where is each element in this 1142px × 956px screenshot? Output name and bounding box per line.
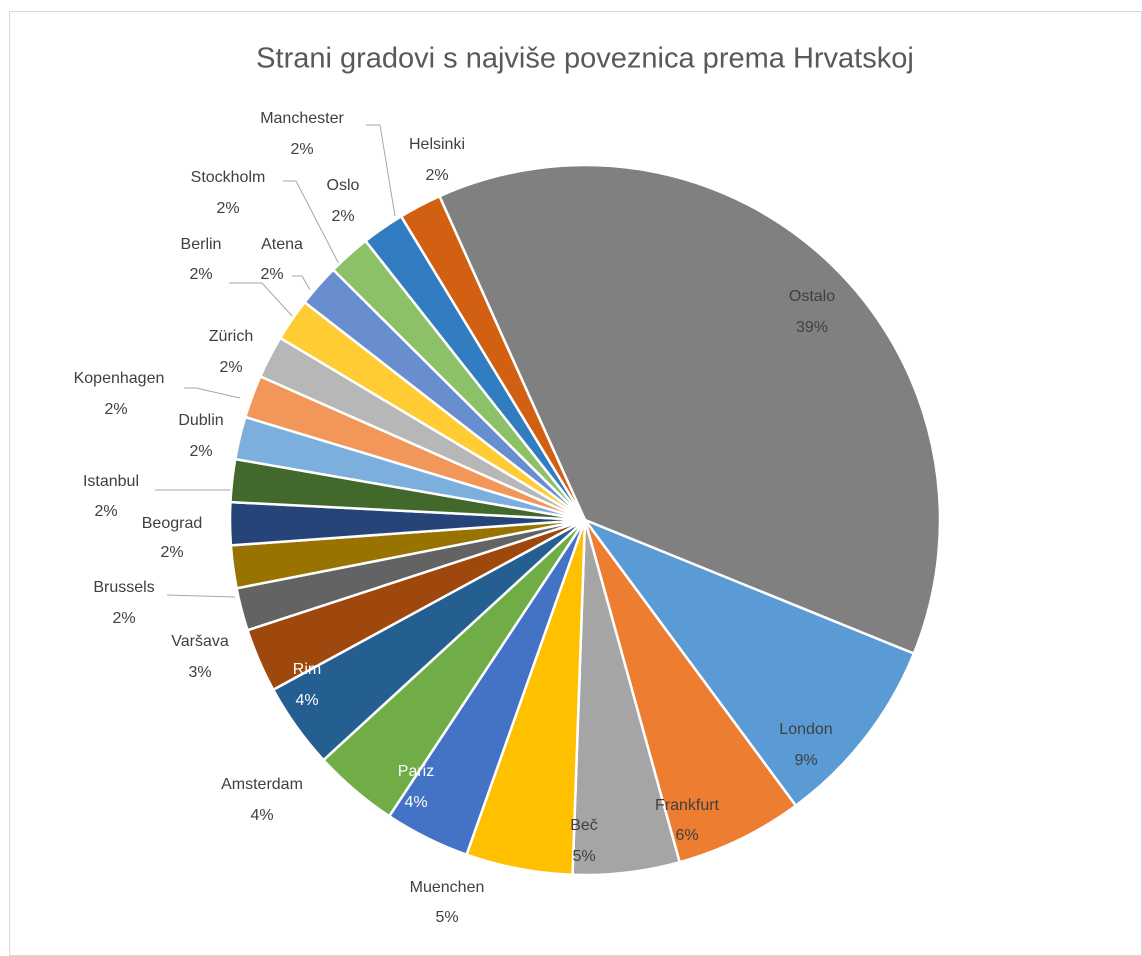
leader-line: [283, 180, 341, 267]
slice-label: Ostalo: [789, 288, 835, 305]
slice-label: Varšava: [171, 633, 229, 650]
slice-label: Kopenhagen: [74, 370, 165, 387]
slice-value-label: 2%: [260, 266, 283, 283]
slice-label: Beč: [570, 817, 598, 834]
slice-value-label: 2%: [219, 359, 242, 376]
slice-value-label: 4%: [250, 807, 273, 824]
slice-value-label: 4%: [295, 692, 318, 709]
slice-label: Berlin: [181, 236, 222, 253]
slice-label: Beograd: [142, 515, 203, 532]
slice-label: Atena: [261, 236, 303, 253]
slice-label: Brussels: [93, 579, 154, 596]
slice-label: Dublin: [178, 412, 223, 429]
slice-value-label: 2%: [112, 610, 135, 627]
slice-label: Amsterdam: [221, 776, 303, 793]
slice-value-label: 5%: [435, 909, 458, 926]
slice-value-label: 3%: [188, 664, 211, 681]
pie-slice: [437, 163, 942, 656]
slice-value-label: 4%: [404, 794, 427, 811]
pie-slice: [583, 519, 798, 864]
slice-value-label: 2%: [189, 443, 212, 460]
slice-label: Manchester: [260, 110, 344, 127]
slice-label: London: [779, 721, 832, 738]
leader-line: [366, 124, 396, 217]
pie-slice: [399, 194, 587, 521]
slice-label: Rim: [293, 661, 321, 678]
slice-value-label: 2%: [94, 503, 117, 520]
slice-value-label: 2%: [425, 167, 448, 184]
leader-line: [166, 594, 236, 598]
slice-value-label: 9%: [794, 752, 817, 769]
pie-slice: [581, 517, 916, 808]
slice-label: Helsinki: [409, 136, 465, 153]
chart-title: Strani gradovi s najviše poveznica prema…: [256, 43, 914, 75]
slice-label: Muenchen: [410, 879, 485, 896]
slice-label: Stockholm: [191, 169, 266, 186]
slice-label: Istanbul: [83, 473, 139, 490]
slice-value-label: 2%: [189, 266, 212, 283]
slice-value-label: 39%: [796, 319, 828, 336]
slice-value-label: 2%: [331, 208, 354, 225]
slice-value-label: 2%: [104, 401, 127, 418]
leader-line: [184, 387, 241, 399]
leader-line: [229, 282, 293, 317]
slice-value-label: 2%: [290, 141, 313, 158]
slice-value-label: 2%: [216, 200, 239, 217]
slice-label: Pariz: [398, 763, 434, 780]
slice-value-label: 2%: [160, 544, 183, 561]
slice-value-label: 5%: [572, 848, 595, 865]
leader-lines: [155, 124, 396, 598]
slice-label: Frankfurt: [655, 797, 720, 814]
slice-label: Zürich: [209, 328, 253, 345]
slice-value-label: 6%: [675, 827, 698, 844]
leader-line: [292, 275, 311, 291]
slice-label: Oslo: [327, 177, 360, 194]
